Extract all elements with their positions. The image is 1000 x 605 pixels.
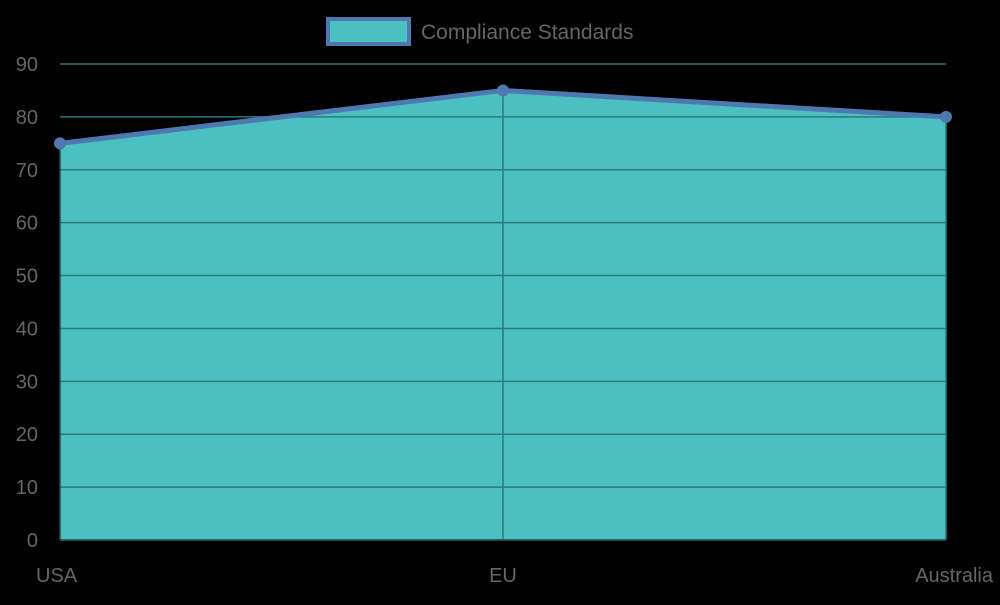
y-tick-label: 40 [16, 318, 38, 340]
y-tick-label: 70 [16, 160, 38, 182]
x-tick-label: USA [36, 565, 78, 587]
x-tick-label: Australia [915, 565, 994, 587]
y-tick-label: 90 [16, 54, 38, 76]
y-tick-label: 10 [16, 477, 38, 499]
data-point[interactable] [54, 137, 66, 150]
legend-label[interactable]: Compliance Standards [421, 21, 633, 44]
y-tick-label: 30 [16, 371, 38, 393]
y-tick-label: 60 [16, 213, 38, 235]
legend-swatch[interactable] [326, 17, 411, 46]
x-tick-label: EU [489, 565, 517, 587]
data-point[interactable] [497, 84, 509, 97]
y-tick-label: 50 [16, 266, 38, 288]
y-tick-label: 20 [16, 424, 38, 446]
data-point[interactable] [940, 110, 952, 123]
y-tick-label: 0 [27, 530, 38, 552]
y-tick-label: 80 [16, 107, 38, 129]
